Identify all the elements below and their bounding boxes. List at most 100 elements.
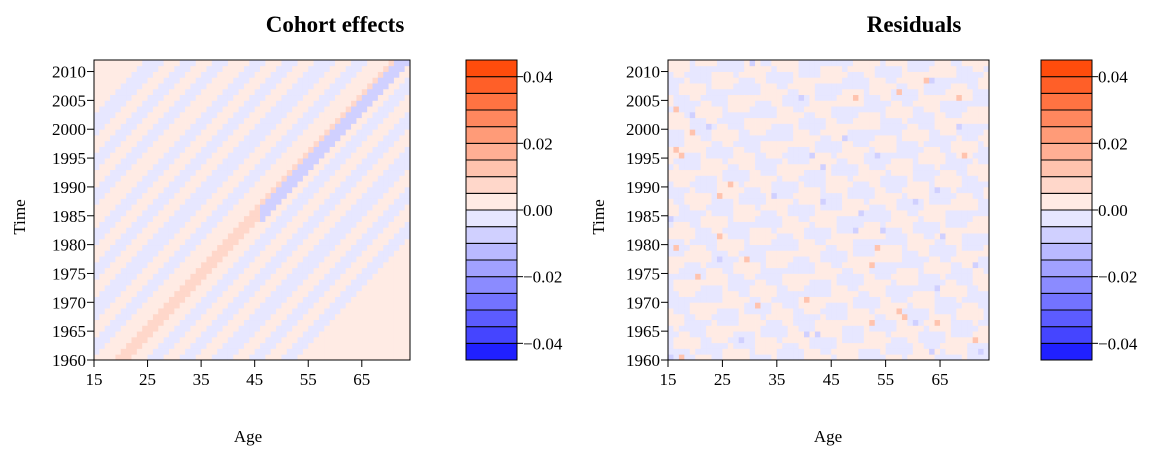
heatmap-cell (706, 175, 712, 182)
heatmap-cell (678, 175, 685, 182)
heatmap-cell (706, 250, 712, 257)
heatmap-cell (297, 117, 304, 124)
heatmap-cell (131, 354, 138, 361)
heatmap-cell (286, 348, 293, 355)
heatmap-cell (706, 169, 712, 176)
heatmap-cell (356, 238, 363, 246)
heatmap-cell (722, 158, 729, 165)
heatmap-cell (814, 158, 821, 165)
heatmap-cell (782, 325, 789, 332)
heatmap-cell (126, 227, 132, 234)
heatmap-cell (292, 192, 298, 199)
heatmap-cell (388, 342, 395, 349)
heatmap-cell (185, 117, 191, 124)
heatmap-cell (270, 296, 277, 303)
heatmap-cell (684, 273, 691, 280)
heatmap-cell (238, 256, 245, 263)
heatmap-cell (842, 140, 848, 147)
heatmap-cell (201, 273, 207, 280)
heatmap-cell (308, 308, 314, 315)
heatmap-cell (318, 83, 325, 90)
heatmap-cell (329, 261, 336, 269)
heatmap-cell (136, 319, 143, 326)
heatmap-cell (329, 342, 336, 349)
heatmap-cell (340, 296, 347, 303)
heatmap-cell (185, 273, 191, 280)
heatmap-cell (142, 273, 148, 280)
heatmap-cell (345, 129, 352, 136)
heatmap-cell (238, 135, 245, 142)
heatmap-cell (308, 100, 314, 107)
heatmap-cell (281, 227, 288, 234)
heatmap-cell (356, 106, 363, 113)
heatmap-cell (733, 244, 740, 251)
heatmap-cell (195, 342, 202, 349)
heatmap-cell (733, 331, 740, 338)
heatmap-cell (179, 175, 186, 182)
heatmap-cell (673, 221, 680, 228)
heatmap-cell (158, 158, 165, 165)
heatmap-cell (324, 210, 331, 217)
heatmap-cell (722, 227, 729, 234)
heatmap-cell (700, 348, 707, 355)
heatmap-cell (372, 106, 379, 113)
heatmap-cell (227, 308, 234, 315)
heatmap-cell (168, 175, 175, 182)
heatmap-cell (286, 123, 293, 130)
heatmap-cell (120, 267, 127, 274)
heatmap-cell (782, 319, 789, 326)
heatmap-cell (249, 285, 256, 292)
heatmap-cell (755, 169, 761, 176)
heatmap-cell (744, 244, 751, 251)
heatmap-cell (377, 308, 384, 315)
heatmap-cell (302, 88, 309, 96)
heatmap-cell (852, 77, 859, 84)
heatmap-cell (318, 152, 325, 159)
heatmap-cell (356, 325, 363, 332)
heatmap-cell (793, 123, 799, 130)
heatmap-cell (222, 313, 229, 321)
heatmap-cell (782, 290, 789, 297)
heatmap-cell (233, 267, 240, 274)
heatmap-cell (201, 331, 207, 338)
heatmap-cell (131, 221, 138, 228)
heatmap-cell (329, 313, 336, 321)
heatmap-cell (738, 256, 745, 263)
heatmap-cell (776, 279, 783, 286)
heatmap-cell (367, 135, 373, 142)
heatmap-cell (174, 163, 181, 171)
heatmap-cell (733, 123, 740, 130)
heatmap-cell (206, 250, 213, 257)
heatmap-cell (340, 244, 347, 251)
heatmap-cell (760, 285, 767, 292)
heatmap-cell (201, 152, 207, 159)
heatmap-cell (345, 158, 352, 165)
heatmap-cell (814, 250, 821, 257)
heatmap-cell (809, 60, 816, 67)
heatmap-cell (836, 233, 843, 240)
heatmap-cell (351, 250, 357, 257)
heatmap-cell (158, 256, 165, 263)
heatmap-cell (126, 261, 132, 269)
heatmap-cell (249, 210, 256, 217)
heatmap-cell (99, 135, 106, 142)
heatmap-cell (254, 244, 261, 251)
heatmap-cell (254, 88, 261, 96)
heatmap-cell (847, 215, 854, 222)
heatmap-cell (842, 319, 848, 326)
heatmap-cell (668, 65, 674, 72)
heatmap-cell (115, 244, 122, 251)
heatmap-cell (201, 348, 207, 355)
heatmap-cell (744, 285, 751, 292)
heatmap-cell (749, 261, 756, 269)
heatmap-cell (163, 65, 170, 72)
heatmap-cell (211, 342, 218, 349)
heatmap-cell (842, 163, 848, 171)
heatmap-cell (399, 117, 406, 124)
heatmap-cell (706, 215, 712, 222)
heatmap-cell (814, 106, 821, 113)
heatmap-cell (760, 158, 767, 165)
heatmap-cell (217, 210, 223, 217)
heatmap-cell (765, 111, 772, 119)
heatmap-cell (399, 106, 406, 113)
